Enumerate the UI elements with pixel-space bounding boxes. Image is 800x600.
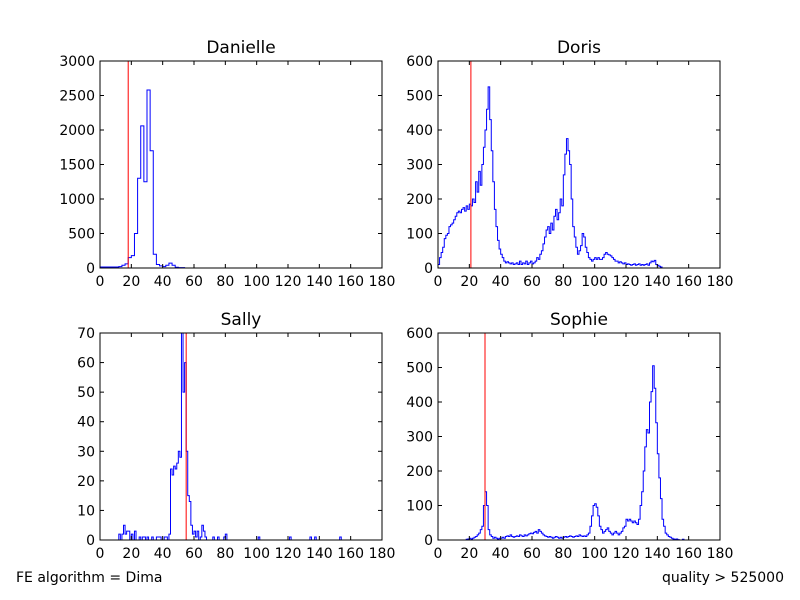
x-tick-label: 100 bbox=[581, 546, 608, 562]
plot-area bbox=[438, 333, 720, 540]
x-tick-label: 120 bbox=[275, 274, 302, 290]
x-tick-label: 40 bbox=[154, 274, 172, 290]
x-tick-label: 0 bbox=[96, 546, 105, 562]
x-tick-label: 180 bbox=[707, 274, 734, 290]
x-tick-label: 20 bbox=[122, 274, 140, 290]
x-tick-label: 60 bbox=[523, 274, 541, 290]
plot-area bbox=[100, 333, 382, 540]
x-tick-label: 140 bbox=[306, 274, 333, 290]
y-tick-label: 50 bbox=[77, 385, 95, 401]
histogram-series bbox=[100, 89, 186, 268]
plot-area bbox=[438, 61, 720, 268]
x-tick-label: 40 bbox=[492, 546, 510, 562]
y-tick-label: 100 bbox=[406, 499, 433, 515]
y-tick-label: 300 bbox=[406, 430, 433, 446]
y-tick-label: 200 bbox=[406, 192, 433, 208]
x-tick-label: 160 bbox=[675, 546, 702, 562]
chart-title: Danielle bbox=[206, 38, 275, 58]
x-tick-label: 120 bbox=[275, 546, 302, 562]
x-tick-label: 160 bbox=[337, 546, 364, 562]
y-tick-label: 1000 bbox=[59, 192, 95, 208]
x-tick-label: 80 bbox=[554, 274, 572, 290]
x-tick-label: 0 bbox=[434, 546, 443, 562]
y-tick-label: 20 bbox=[77, 474, 95, 490]
y-tick-label: 400 bbox=[406, 123, 433, 139]
chart-title: Sophie bbox=[550, 310, 608, 330]
chart-title: Doris bbox=[557, 38, 601, 58]
x-tick-label: 180 bbox=[369, 274, 396, 290]
y-tick-label: 500 bbox=[406, 361, 433, 377]
x-tick-label: 180 bbox=[369, 546, 396, 562]
x-tick-label: 120 bbox=[613, 546, 640, 562]
y-tick-label: 500 bbox=[68, 227, 95, 243]
y-tick-label: 0 bbox=[86, 533, 95, 549]
y-tick-label: 70 bbox=[77, 326, 95, 342]
y-tick-label: 2000 bbox=[59, 123, 95, 139]
y-tick-label: 600 bbox=[406, 54, 433, 70]
x-tick-label: 120 bbox=[613, 274, 640, 290]
x-tick-label: 100 bbox=[243, 274, 270, 290]
axes-frame bbox=[99, 332, 383, 541]
x-tick-label: 80 bbox=[216, 546, 234, 562]
chart-panel-danielle: 0 20 40 60 80 100 120 140 160 180 0 500 1000 1500 2000… bbox=[59, 38, 395, 290]
y-tick-label: 30 bbox=[77, 444, 95, 460]
y-tick-label: 60 bbox=[77, 356, 95, 372]
y-tick-label: 2500 bbox=[59, 89, 95, 105]
x-tick-label: 40 bbox=[154, 546, 172, 562]
chart-panel-doris: 0 20 40 60 80 100 120 140 160 180 0 100 200 300 400 500… bbox=[406, 38, 733, 290]
x-tick-label: 180 bbox=[707, 546, 734, 562]
algorithm-caption: FE algorithm = Dima bbox=[16, 570, 163, 586]
x-tick-label: 100 bbox=[243, 546, 270, 562]
x-tick-label: 40 bbox=[492, 274, 510, 290]
quality-caption: quality > 525000 bbox=[662, 570, 784, 586]
y-tick-label: 0 bbox=[424, 261, 433, 277]
x-tick-label: 60 bbox=[185, 274, 203, 290]
x-tick-label: 140 bbox=[306, 546, 333, 562]
x-tick-label: 160 bbox=[337, 274, 364, 290]
plot-area bbox=[100, 61, 382, 268]
x-tick-label: 140 bbox=[644, 546, 671, 562]
y-tick-label: 300 bbox=[406, 158, 433, 174]
y-tick-label: 3000 bbox=[59, 54, 95, 70]
chart-title: Sally bbox=[221, 310, 262, 330]
y-tick-label: 0 bbox=[86, 261, 95, 277]
x-tick-label: 20 bbox=[460, 274, 478, 290]
x-tick-label: 60 bbox=[185, 546, 203, 562]
chart-panel-sally: 0 20 40 60 80 100 120 140 160 180 0 10 20 30 40 50 60 70 S… bbox=[77, 310, 395, 562]
x-tick-label: 80 bbox=[216, 274, 234, 290]
y-tick-label: 400 bbox=[406, 395, 433, 411]
y-tick-label: 100 bbox=[406, 227, 433, 243]
chart-panel-sophie: 0 20 40 60 80 100 120 140 160 180 0 100 200 300 400 500… bbox=[406, 310, 733, 562]
x-tick-label: 60 bbox=[523, 546, 541, 562]
x-tick-label: 160 bbox=[675, 274, 702, 290]
y-tick-label: 1500 bbox=[59, 158, 95, 174]
y-tick-label: 500 bbox=[406, 89, 433, 105]
x-tick-label: 80 bbox=[554, 546, 572, 562]
x-tick-label: 20 bbox=[122, 546, 140, 562]
histogram-series bbox=[438, 86, 664, 268]
x-tick-label: 100 bbox=[581, 274, 608, 290]
x-tick-label: 0 bbox=[96, 274, 105, 290]
y-tick-label: 200 bbox=[406, 464, 433, 480]
y-tick-label: 600 bbox=[406, 326, 433, 342]
y-tick-label: 40 bbox=[77, 415, 95, 431]
x-tick-label: 0 bbox=[434, 274, 443, 290]
x-tick-label: 20 bbox=[460, 546, 478, 562]
y-tick-label: 10 bbox=[77, 503, 95, 519]
y-tick-label: 0 bbox=[424, 533, 433, 549]
x-tick-label: 140 bbox=[644, 274, 671, 290]
